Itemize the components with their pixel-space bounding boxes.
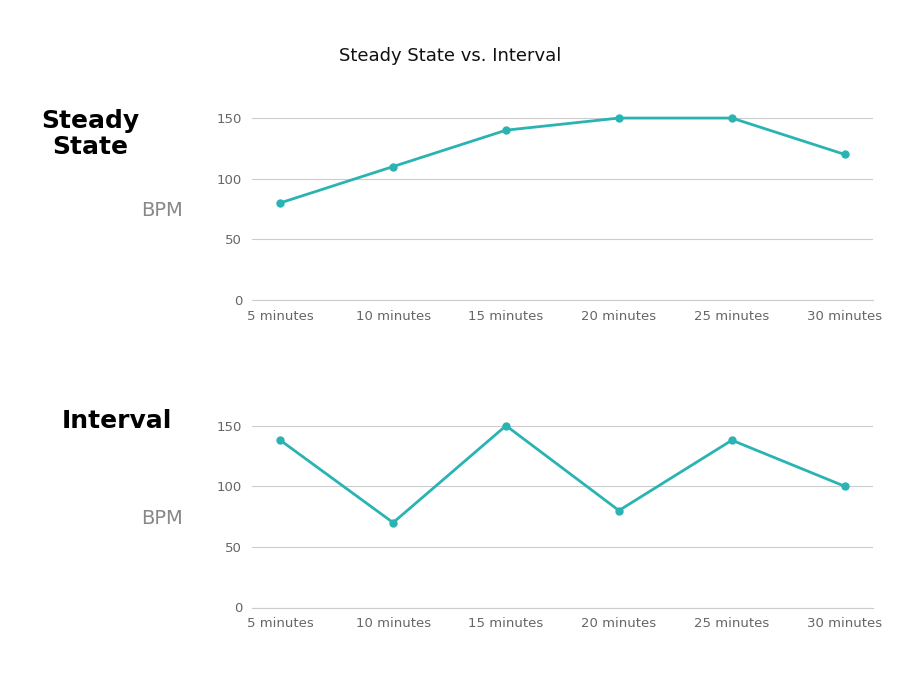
Text: BPM: BPM <box>141 509 183 528</box>
Text: Steady
State: Steady State <box>40 109 140 159</box>
Text: Steady State vs. Interval: Steady State vs. Interval <box>338 47 562 65</box>
Text: Interval: Interval <box>62 409 172 433</box>
Text: BPM: BPM <box>141 201 183 220</box>
